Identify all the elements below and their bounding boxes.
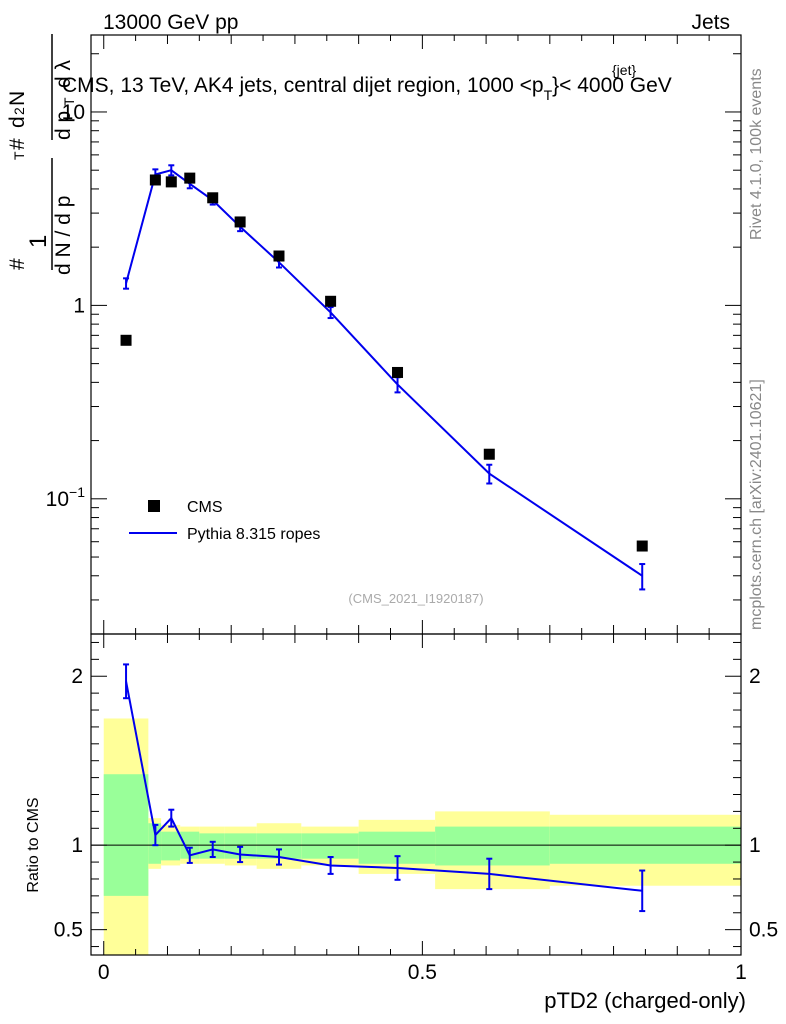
main-title: CMS, 13 TeV, AK4 jets, central dijet reg… <box>62 74 672 103</box>
x-axis-label: pTD2 (charged-only) <box>544 988 746 1013</box>
cms-point <box>392 366 404 378</box>
svg-text:d: d <box>6 116 29 128</box>
ratio-y-tick-label: 1 <box>71 834 83 857</box>
ratio-y-axis-label: Ratio to CMS <box>25 797 42 892</box>
y-tick-label: 1 <box>73 294 85 317</box>
ratio-y-tick-label: 0.5 <box>54 919 83 942</box>
svg-text:d N / d p: d N / d p <box>52 196 75 275</box>
cms-point <box>273 250 285 262</box>
rivet-label: Rivet 4.1.0, 100k events <box>748 68 765 240</box>
main-title-text: CMS, 13 TeV, AK4 jets, central dijet reg… <box>62 74 544 97</box>
cms-point <box>149 174 161 186</box>
ratio-band-inner-2 <box>161 831 181 861</box>
header-right: Jets <box>691 11 730 34</box>
legend-mc-label: Pythia 8.315 ropes <box>187 526 320 543</box>
legend-cms-marker <box>148 500 160 512</box>
ratio-frame <box>90 633 742 956</box>
watermark: (CMS_2021_I1920187) <box>348 591 483 606</box>
svg-text:d λ: d λ <box>52 59 75 88</box>
x-tick-label: 1 <box>735 961 747 984</box>
cms-point <box>483 448 495 460</box>
y-tick-label: 10 <box>62 101 85 124</box>
svg-text:N: N <box>6 91 29 106</box>
ratio-band-inner-7 <box>301 833 359 859</box>
cms-point <box>636 540 648 552</box>
svg-text:d p: d p <box>52 111 75 140</box>
main-title-sup: {jet} <box>612 62 636 78</box>
x-tick-label: 0.5 <box>408 961 437 984</box>
ratio-plot: 0 0.5 10.5 0.51 12 2 <box>54 633 778 984</box>
main-y-axis-label: # 1 d N / d p T # d 2 N d p T d λ <box>6 34 77 275</box>
svg-text:2: 2 <box>11 107 27 115</box>
svg-text:#: # <box>6 258 29 270</box>
cms-point <box>120 334 132 346</box>
cms-point <box>184 172 196 184</box>
svg-text:T: T <box>11 151 27 160</box>
legend-cms-label: CMS <box>187 499 223 516</box>
header-left: 13000 GeV pp <box>103 11 238 34</box>
svg-text:#: # <box>6 138 29 150</box>
cms-point <box>207 192 219 204</box>
ratio-y-tick-label-right: 1 <box>749 834 761 857</box>
ratio-y-tick-label-right: 2 <box>749 665 761 688</box>
y-tick-label: 10−1 <box>46 484 86 511</box>
ratio-y-tick-label-right: 0.5 <box>749 919 778 942</box>
legend: CMS Pythia 8.315 ropes <box>129 499 320 543</box>
ratio-band-inner-9 <box>435 826 550 866</box>
main-plot: 10−1 1 10 <box>46 34 742 635</box>
cms-point <box>325 295 337 307</box>
svg-text:T: T <box>61 97 77 106</box>
main-title-end: }< 4000 GeV <box>552 74 672 97</box>
cms-point <box>165 176 177 188</box>
cms-point <box>234 216 246 228</box>
main-title-sub: T <box>544 87 553 103</box>
svg-text:1: 1 <box>25 235 52 248</box>
ratio-band-inner-0 <box>103 774 149 896</box>
x-tick-label: 0 <box>98 961 110 984</box>
ratio-y-tick-label: 2 <box>71 665 83 688</box>
mcplots-label: mcplots.cern.ch [arXiv:2401.10621] <box>748 379 765 630</box>
